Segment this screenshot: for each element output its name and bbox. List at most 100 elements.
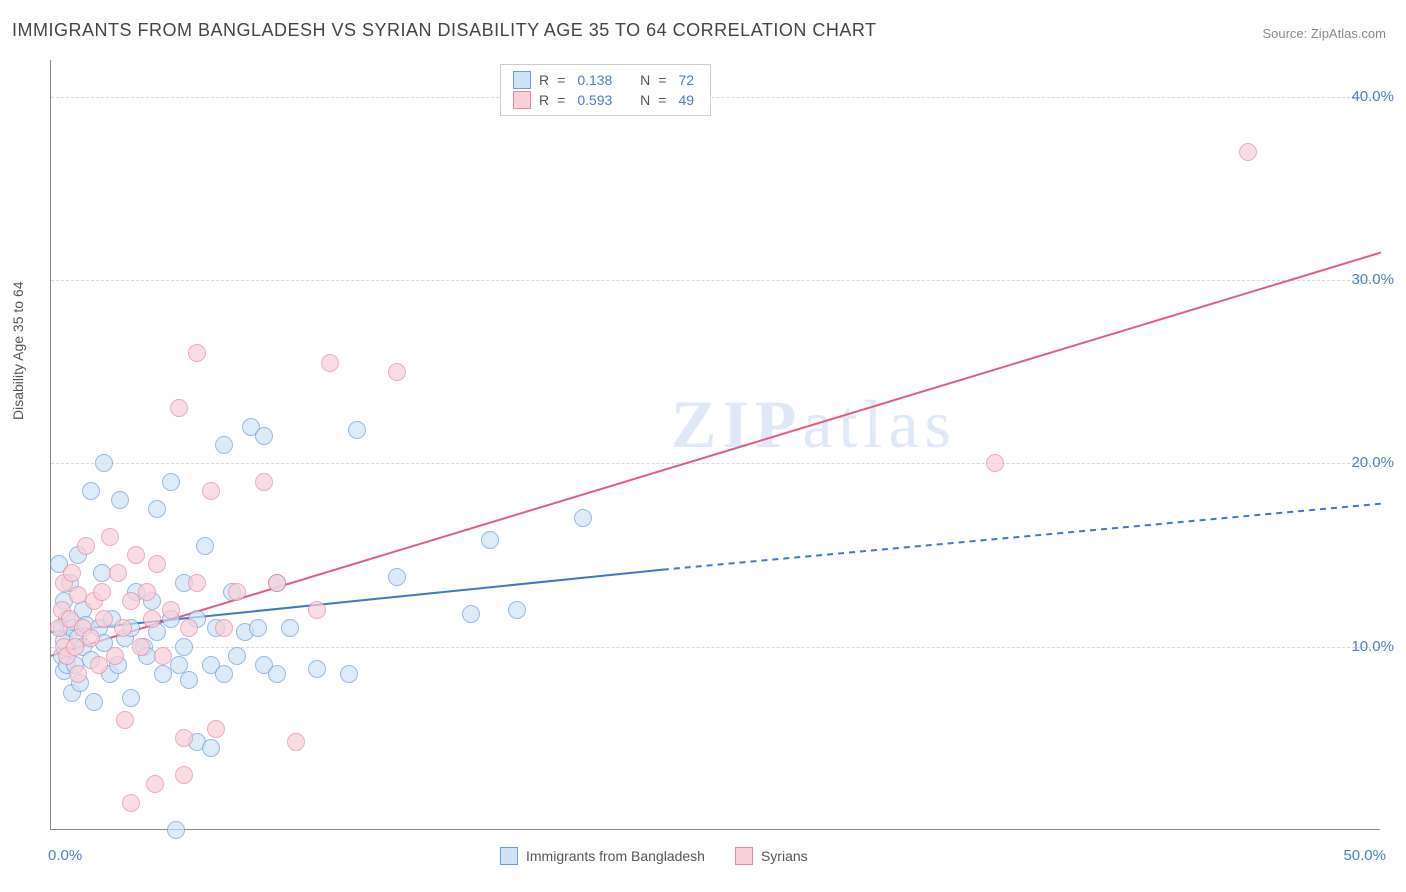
- scatter-point-syrians: [114, 619, 132, 637]
- watermark: ZIPatlas: [671, 385, 957, 464]
- scatter-point-syrians: [255, 473, 273, 491]
- scatter-point-syrians: [90, 656, 108, 674]
- legend-label-bangladesh: Immigrants from Bangladesh: [526, 848, 705, 864]
- scatter-point-syrians: [109, 564, 127, 582]
- scatter-point-syrians: [175, 729, 193, 747]
- swatch-syrians: [513, 91, 531, 109]
- scatter-point-syrians: [116, 711, 134, 729]
- scatter-point-bangladesh: [95, 454, 113, 472]
- source-attribution: Source: ZipAtlas.com: [1262, 26, 1386, 41]
- scatter-point-bangladesh: [340, 665, 358, 683]
- scatter-point-bangladesh: [202, 739, 220, 757]
- scatter-point-syrians: [308, 601, 326, 619]
- scatter-point-syrians: [106, 647, 124, 665]
- scatter-point-bangladesh: [308, 660, 326, 678]
- legend-item-bangladesh: Immigrants from Bangladesh: [500, 846, 705, 866]
- legend-label-syrians: Syrians: [761, 848, 808, 864]
- chart-title: IMMIGRANTS FROM BANGLADESH VS SYRIAN DIS…: [12, 20, 877, 41]
- scatter-point-syrians: [63, 564, 81, 582]
- scatter-point-syrians: [202, 482, 220, 500]
- scatter-point-syrians: [93, 583, 111, 601]
- scatter-point-syrians: [154, 647, 172, 665]
- r-value-bangladesh: 0.138: [573, 72, 616, 88]
- scatter-point-syrians: [986, 454, 1004, 472]
- scatter-point-syrians: [188, 344, 206, 362]
- scatter-point-bangladesh: [508, 601, 526, 619]
- scatter-point-syrians: [162, 601, 180, 619]
- eq-sign: =: [658, 72, 666, 88]
- scatter-point-syrians: [146, 775, 164, 793]
- gridline: [51, 463, 1380, 464]
- stats-row-syrians: R = 0.593 N = 49: [513, 90, 698, 110]
- series-legend: Immigrants from Bangladesh Syrians: [500, 846, 808, 866]
- watermark-rest: atlas: [802, 386, 957, 462]
- y-tick-label: 30.0%: [1334, 271, 1394, 288]
- scatter-point-syrians: [143, 610, 161, 628]
- gridline: [51, 647, 1380, 648]
- scatter-point-bangladesh: [154, 665, 172, 683]
- scatter-point-syrians: [82, 629, 100, 647]
- scatter-point-syrians: [207, 720, 225, 738]
- r-label: R: [539, 92, 549, 108]
- y-axis-label: Disability Age 35 to 64: [10, 281, 26, 420]
- y-tick-label: 20.0%: [1334, 454, 1394, 471]
- scatter-point-syrians: [127, 546, 145, 564]
- plot-area: ZIPatlas: [50, 60, 1380, 830]
- scatter-point-bangladesh: [281, 619, 299, 637]
- scatter-point-syrians: [268, 574, 286, 592]
- scatter-point-syrians: [69, 665, 87, 683]
- scatter-point-syrians: [132, 638, 150, 656]
- gridline: [51, 280, 1380, 281]
- source-name: ZipAtlas.com: [1311, 26, 1386, 41]
- n-value-syrians: 49: [674, 92, 698, 108]
- scatter-point-bangladesh: [162, 473, 180, 491]
- scatter-point-bangladesh: [348, 421, 366, 439]
- scatter-point-bangladesh: [574, 509, 592, 527]
- scatter-point-bangladesh: [167, 821, 185, 839]
- source-prefix: Source:: [1262, 26, 1310, 41]
- scatter-point-syrians: [188, 574, 206, 592]
- scatter-point-syrians: [321, 354, 339, 372]
- scatter-point-syrians: [170, 399, 188, 417]
- y-tick-label: 40.0%: [1334, 88, 1394, 105]
- eq-sign: =: [557, 72, 565, 88]
- scatter-point-syrians: [1239, 143, 1257, 161]
- scatter-point-bangladesh: [215, 436, 233, 454]
- swatch-bangladesh: [513, 71, 531, 89]
- scatter-point-syrians: [101, 528, 119, 546]
- x-axis-min-label: 0.0%: [48, 847, 82, 864]
- scatter-point-syrians: [77, 537, 95, 555]
- scatter-point-bangladesh: [481, 531, 499, 549]
- scatter-point-bangladesh: [268, 665, 286, 683]
- scatter-point-syrians: [122, 592, 140, 610]
- scatter-point-syrians: [95, 610, 113, 628]
- stats-row-bangladesh: R = 0.138 N = 72: [513, 70, 698, 90]
- scatter-point-bangladesh: [85, 693, 103, 711]
- n-label: N: [640, 92, 650, 108]
- scatter-point-syrians: [175, 766, 193, 784]
- n-value-bangladesh: 72: [674, 72, 698, 88]
- scatter-point-bangladesh: [228, 647, 246, 665]
- scatter-point-bangladesh: [180, 671, 198, 689]
- scatter-point-syrians: [66, 638, 84, 656]
- scatter-point-bangladesh: [175, 638, 193, 656]
- y-tick-label: 10.0%: [1334, 638, 1394, 655]
- scatter-point-syrians: [148, 555, 166, 573]
- eq-sign: =: [658, 92, 666, 108]
- scatter-point-bangladesh: [111, 491, 129, 509]
- scatter-point-syrians: [215, 619, 233, 637]
- swatch-bangladesh: [500, 847, 518, 865]
- r-value-syrians: 0.593: [573, 92, 616, 108]
- scatter-point-bangladesh: [255, 427, 273, 445]
- x-axis-max-label: 50.0%: [1343, 847, 1386, 864]
- scatter-point-bangladesh: [249, 619, 267, 637]
- trend-lines: [51, 60, 1381, 830]
- scatter-point-bangladesh: [388, 568, 406, 586]
- gridline: [51, 97, 1380, 98]
- scatter-point-syrians: [138, 583, 156, 601]
- scatter-point-syrians: [180, 619, 198, 637]
- scatter-point-syrians: [388, 363, 406, 381]
- r-label: R: [539, 72, 549, 88]
- stats-legend: R = 0.138 N = 72 R = 0.593 N = 49: [500, 64, 711, 116]
- scatter-point-syrians: [122, 794, 140, 812]
